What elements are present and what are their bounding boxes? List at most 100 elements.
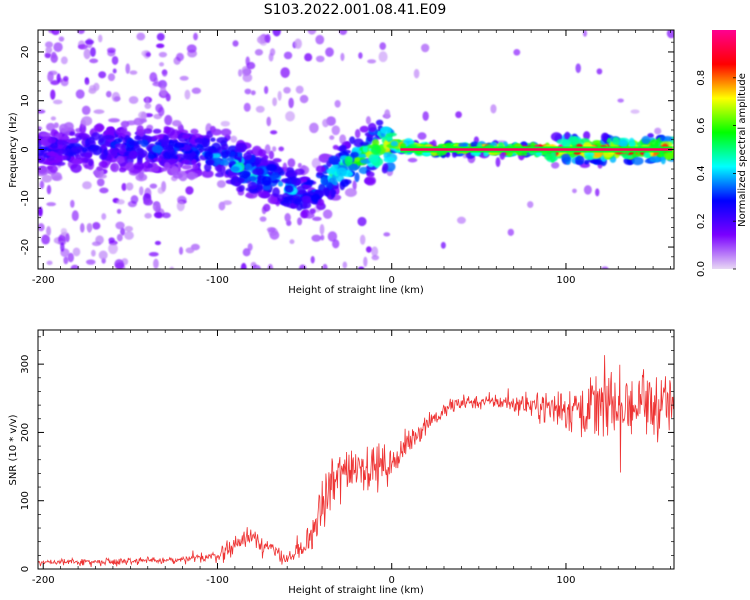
spectrogram-ridge-blob	[347, 163, 359, 172]
spectrogram-noise-blob	[315, 34, 325, 45]
spectrogram-noise-blob	[358, 266, 365, 269]
spectrogram-ridge-blob	[134, 135, 141, 141]
spectrogram-noise-blob	[116, 208, 122, 214]
spectrogram-noise-blob	[244, 88, 252, 95]
spectrogram-noise-blob	[51, 30, 60, 36]
spectrogram-noise-blob	[332, 239, 340, 249]
spectrogram-noise-blob	[238, 69, 243, 77]
spectrogram-ridge-blob	[451, 151, 458, 158]
spectrogram-ridge-blob	[93, 124, 105, 132]
spectrogram-ridge-blob	[295, 185, 306, 196]
spectrogram-ridge-blob	[93, 109, 105, 114]
spectrogram-ridge-blob	[583, 131, 591, 140]
spectrogram-ridge-blob	[301, 195, 312, 204]
spectrogram-noise-blob	[148, 251, 159, 257]
spectrogram-noise-blob	[278, 146, 285, 152]
spectrogram-ridge-blob	[120, 120, 130, 128]
spectrogram-noise-blob	[325, 47, 334, 57]
spectrogram-ridge-blob	[49, 165, 58, 174]
spectrogram-noise-blob	[295, 85, 304, 94]
spectrogram-ridge-blob	[98, 161, 108, 168]
spectrogram-noise-blob	[112, 68, 117, 74]
spectrogram-ridge-blob	[266, 163, 278, 172]
spectrogram-noise-blob	[143, 199, 154, 206]
spectrogram-noise-blob	[145, 96, 150, 106]
spectrogram-noise-blob	[116, 199, 125, 205]
spectrogram-noise-blob	[85, 259, 96, 265]
spectrogram-noise-blob	[242, 73, 253, 83]
spectrogram-ridge-blob	[139, 152, 146, 158]
spectrogram-noise-blob	[38, 206, 43, 218]
spectrogram-noise-blob	[184, 89, 191, 100]
spectrogram-noise-blob	[130, 195, 139, 204]
spectrogram-ridge-blob	[84, 152, 93, 159]
spectrogram-ridge-blob	[133, 162, 145, 170]
snr-x-tick-label: 100	[556, 575, 575, 586]
spectrogram-ridge-blob	[128, 140, 140, 146]
spectrogram-noise-blob	[294, 38, 302, 49]
spectrogram-ridge-blob	[386, 137, 393, 142]
spectrogram-noise-blob	[251, 264, 261, 269]
spectrogram-noise-blob	[63, 256, 69, 265]
spectrogram-ridge-blob	[316, 171, 324, 176]
spectrogram-noise-blob	[259, 216, 267, 222]
spectrogram-ridge-blob	[163, 151, 171, 160]
spectrogram-noise-blob	[277, 90, 282, 101]
spectrogram-noise-blob	[60, 242, 65, 252]
spectrogram-noise-blob	[357, 216, 367, 227]
snr-y-tick-label: 0	[20, 566, 31, 572]
spectrogram-ridge-blob	[323, 187, 331, 197]
spectrogram-ridge-blob	[643, 151, 651, 159]
spectrogram-x-tick-label: 0	[389, 275, 395, 286]
spectrogram-noise-blob	[178, 246, 184, 255]
spectrogram-ridge-blob	[285, 171, 297, 177]
spectrogram-ridge-blob	[69, 142, 81, 148]
spectrogram-noise-blob	[243, 102, 251, 112]
spectrogram-noise-blob	[630, 109, 640, 114]
spectrogram-noise-blob	[240, 262, 247, 269]
spectrogram-noise-blob	[220, 120, 230, 127]
spectrogram-ridge-blob	[191, 158, 197, 166]
spectrogram-noise-blob	[93, 82, 100, 91]
spectrogram-ridge-blob	[92, 145, 103, 156]
spectrogram-noise-blob	[111, 55, 119, 65]
spectrogram-noise-blob	[86, 222, 93, 232]
spectrogram-ridge-blob	[544, 153, 553, 161]
spectrogram-noise-blob	[82, 181, 92, 190]
spectrogram-noise-blob	[124, 230, 134, 240]
spectrogram-x-tick-label: 100	[556, 275, 575, 286]
spectrogram-ridge-blob	[66, 138, 78, 144]
spectrogram-noise-blob	[79, 223, 85, 233]
spectrogram-ridge-blob	[243, 152, 252, 161]
spectrogram-noise-blob	[125, 63, 131, 74]
spectrogram-noise-blob	[77, 30, 85, 34]
spectrogram-noise-blob	[269, 48, 276, 56]
spectrogram-ridge-blob	[215, 157, 222, 164]
spectrogram-ridge-blob	[151, 144, 163, 154]
spectrogram-ridge-blob	[551, 161, 560, 169]
spectrogram-ridge-blob	[261, 175, 272, 186]
spectrogram-noise-blob	[153, 258, 159, 269]
spectrogram-noise-blob	[158, 106, 165, 117]
spectrogram-noise-blob	[367, 59, 377, 64]
spectrogram-noise-blob	[121, 182, 127, 191]
spectrogram-ridge-blob	[47, 137, 57, 144]
spectrogram-noise-blob	[92, 222, 101, 230]
spectrogram-ridge-blob	[216, 180, 226, 188]
spectrogram-ridge-blob	[379, 126, 392, 134]
spectrogram-noise-blob	[91, 249, 96, 257]
spectrogram-noise-blob	[129, 70, 138, 75]
spectrogram-noise-blob	[72, 247, 81, 257]
spectrogram-y-tick-label: 0	[20, 146, 31, 152]
spectrogram-noise-blob	[371, 255, 380, 261]
spectrogram-ridge-blob	[647, 133, 654, 139]
spectrogram-noise-blob	[70, 264, 79, 269]
spectrogram-noise-blob	[267, 263, 274, 269]
spectrogram-noise-blob	[307, 30, 317, 35]
spectrogram-ridge-blob	[362, 146, 369, 153]
spectrogram-ridge-blob	[94, 170, 101, 177]
spectrogram-ridge-blob	[282, 196, 295, 201]
spectrogram-noise-blob	[48, 70, 58, 76]
spectrogram-noise-blob	[70, 199, 75, 208]
